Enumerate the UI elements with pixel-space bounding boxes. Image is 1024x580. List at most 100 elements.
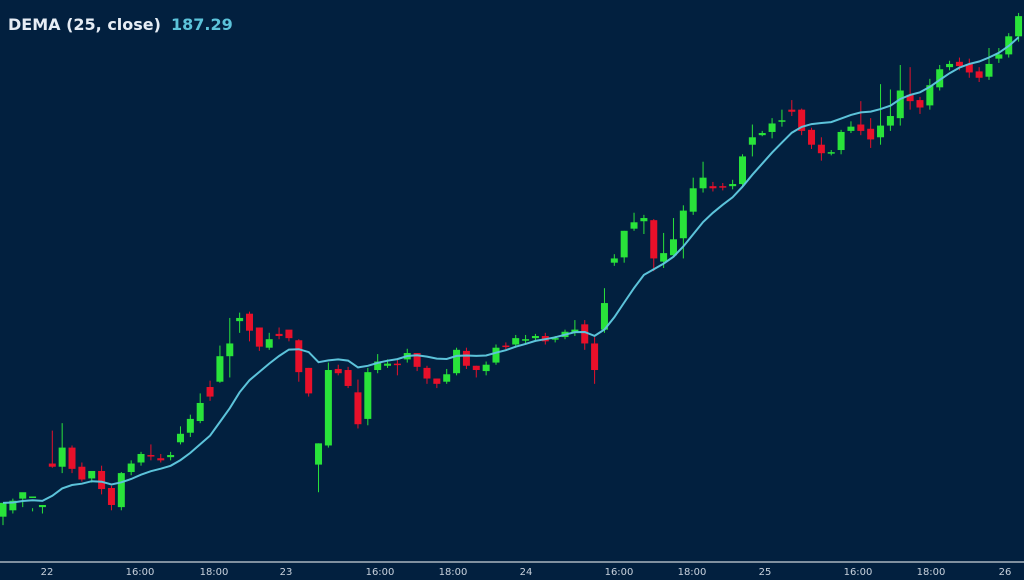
x-tick-label: 16:00 <box>366 567 395 576</box>
candle-body <box>926 85 934 106</box>
x-tick-label: 23 <box>280 567 293 576</box>
candle <box>640 214 648 234</box>
candle-body <box>788 109 796 112</box>
candle <box>117 472 125 511</box>
candle-body <box>837 131 845 151</box>
candle <box>305 367 313 397</box>
indicator-name: DEMA (25, close) <box>8 15 161 34</box>
candle <box>226 317 234 378</box>
candle <box>512 334 520 348</box>
x-tick-label: 24 <box>520 567 533 576</box>
candle-body <box>9 500 17 511</box>
candle-body <box>137 453 145 463</box>
candle <box>660 232 668 268</box>
candle-body <box>324 370 332 446</box>
dema-line <box>2 36 1020 504</box>
candle <box>679 205 687 259</box>
candle-body <box>955 61 963 67</box>
candle <box>127 460 135 476</box>
candle <box>19 492 27 508</box>
candle-body <box>275 333 283 337</box>
candle-body <box>581 324 589 344</box>
candle-body <box>157 458 165 461</box>
candle-body <box>502 345 510 348</box>
candle-body <box>808 129 816 145</box>
candle <box>857 101 865 136</box>
candle-body <box>946 63 954 68</box>
candle-body <box>985 63 993 77</box>
candle-body <box>147 455 155 457</box>
candle-body <box>117 473 125 508</box>
candle <box>827 150 835 156</box>
x-tick-label: 18:00 <box>678 567 707 576</box>
candle-body <box>315 443 323 465</box>
candle-body <box>886 116 894 126</box>
candle-body <box>739 156 746 185</box>
candle-body <box>719 186 727 188</box>
candle-body <box>896 90 904 119</box>
x-tick-label: 18:00 <box>917 567 946 576</box>
candle <box>246 311 253 342</box>
candle <box>650 219 658 272</box>
candle-body <box>531 336 539 339</box>
candle <box>0 502 7 526</box>
candle <box>462 347 470 369</box>
candle-body <box>393 363 401 366</box>
x-tick-label: 16:00 <box>844 567 873 576</box>
candle <box>985 48 993 80</box>
candle <box>236 312 244 333</box>
candle-body <box>216 356 224 382</box>
candle-body <box>847 126 855 131</box>
candle-body <box>176 433 184 443</box>
candle-body <box>758 133 766 136</box>
candle-body <box>669 239 677 256</box>
candle-body <box>827 152 835 154</box>
candle <box>29 496 37 512</box>
x-tick-label: 25 <box>759 567 772 576</box>
candle-body <box>1015 16 1023 37</box>
candle-body <box>334 368 342 374</box>
candle-body <box>374 361 382 371</box>
candle <box>965 58 973 78</box>
candle <box>285 329 293 342</box>
candle-body <box>354 392 362 425</box>
candle <box>620 230 628 263</box>
candle <box>38 504 46 514</box>
candle-body <box>906 94 914 102</box>
candle-body <box>512 338 520 345</box>
candle-body <box>29 496 37 498</box>
candle-body <box>660 253 668 262</box>
candle-body <box>305 367 313 394</box>
candle-body <box>423 367 431 379</box>
candle <box>216 345 224 383</box>
candle-body <box>492 347 500 363</box>
candle <box>186 414 194 437</box>
candle <box>778 109 786 127</box>
candle <box>719 182 727 191</box>
candle <box>995 48 1003 63</box>
candle-body <box>689 188 697 212</box>
candle <box>729 179 737 190</box>
candle-body <box>877 125 885 138</box>
candle-body <box>206 387 214 397</box>
candle-body <box>167 455 175 458</box>
candle <box>610 254 618 266</box>
candle-body <box>344 370 352 386</box>
candle-body <box>98 470 106 490</box>
candle <box>482 361 490 376</box>
candle <box>1015 12 1023 42</box>
candle-body <box>965 63 973 73</box>
candle-body <box>255 327 263 347</box>
candle-body <box>591 343 599 371</box>
candle <box>423 365 431 384</box>
x-tick-label: 16:00 <box>126 567 155 576</box>
candle-body <box>196 402 204 422</box>
candle <box>176 426 184 445</box>
candle-body <box>798 109 806 131</box>
candle <box>196 393 204 424</box>
candle <box>581 320 589 350</box>
candle <box>758 130 766 137</box>
candle-body <box>679 210 687 239</box>
candle <box>68 445 76 474</box>
